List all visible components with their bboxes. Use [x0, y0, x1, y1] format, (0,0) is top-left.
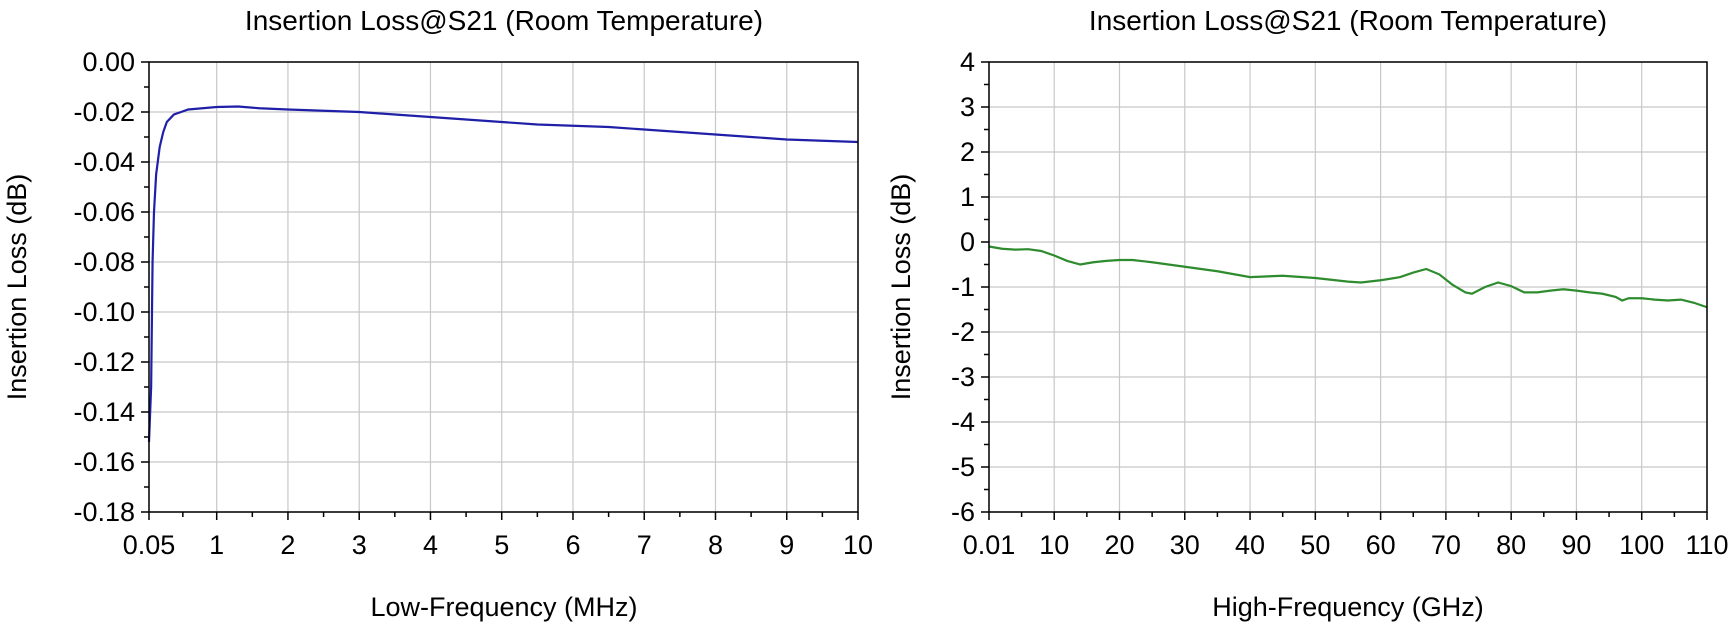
chart-title: Insertion Loss@S21 (Room Temperature) — [1089, 5, 1607, 36]
grid — [148, 61, 859, 513]
y-tick-label: 1 — [960, 182, 975, 212]
y-tick-label: 2 — [960, 137, 975, 167]
y-tick-label: -0.14 — [73, 397, 135, 427]
chart-title: Insertion Loss@S21 (Room Temperature) — [245, 5, 763, 36]
x-tick-label: 9 — [779, 530, 794, 560]
y-tick-label: -0.18 — [73, 497, 135, 527]
y-tick-label: -0.06 — [73, 197, 135, 227]
x-tick-label: 80 — [1496, 530, 1526, 560]
y-tick-label: -4 — [951, 407, 975, 437]
x-tick-label: 60 — [1366, 530, 1396, 560]
x-tick-label: 50 — [1300, 530, 1330, 560]
x-tick-label: 10 — [843, 530, 873, 560]
y-tick-label: 0 — [960, 227, 975, 257]
y-tick-label: -0.02 — [73, 97, 135, 127]
y-tick-label: -2 — [951, 317, 975, 347]
x-tick-label: 90 — [1561, 530, 1591, 560]
grid — [988, 61, 1708, 513]
y-tick-label: -0.04 — [73, 147, 135, 177]
x-tick-label: 20 — [1104, 530, 1134, 560]
y-axis-label: Insertion Loss (dB) — [2, 174, 32, 401]
y-tick-label: -6 — [951, 497, 975, 527]
x-tick-label: 70 — [1431, 530, 1461, 560]
x-tick-label: 0.01 — [963, 530, 1016, 560]
x-tick-label: 30 — [1170, 530, 1200, 560]
y-tick-label: -0.10 — [73, 297, 135, 327]
y-tick-label: 0.00 — [82, 47, 135, 77]
x-tick-label: 100 — [1619, 530, 1664, 560]
x-tick-label: 1 — [209, 530, 224, 560]
x-tick-label: 7 — [637, 530, 652, 560]
plot-frame — [988, 61, 1708, 513]
plot-frame — [148, 61, 859, 513]
y-tick-label: -0.12 — [73, 347, 135, 377]
x-tick-label: 5 — [494, 530, 509, 560]
x-ticks: 0.05 1 2 3 4 5 6 7 8 9 10 — [123, 512, 873, 560]
y-tick-label: -5 — [951, 452, 975, 482]
x-tick-label: 4 — [423, 530, 438, 560]
x-tick-label: 10 — [1039, 530, 1069, 560]
y-tick-label: 4 — [960, 47, 975, 77]
x-tick-label: 2 — [280, 530, 295, 560]
y-tick-label: -3 — [951, 362, 975, 392]
y-axis-label: Insertion Loss (dB) — [886, 174, 916, 401]
y-tick-label: -0.08 — [73, 247, 135, 277]
y-tick-label: 3 — [960, 92, 975, 122]
x-tick-label: 40 — [1235, 530, 1265, 560]
x-axis-label: Low-Frequency (MHz) — [370, 592, 637, 622]
x-ticks: 0.01 10 20 30 40 50 60 70 80 90 100 110 — [963, 512, 1729, 560]
y-ticks: 4 3 2 1 0 -1 -2 -3 -4 -5 -6 — [951, 47, 989, 527]
x-axis-label: High-Frequency (GHz) — [1212, 592, 1484, 622]
x-tick-label: 6 — [565, 530, 580, 560]
x-tick-label: 8 — [708, 530, 723, 560]
chart-high-frequency: Insertion Loss@S21 (Room Temperature) 4 3… — [886, 5, 1729, 622]
x-tick-label: 110 — [1685, 530, 1728, 560]
y-tick-label: -1 — [951, 272, 975, 302]
y-ticks: 0.00 -0.02 -0.04 -0.06 -0.08 -0.10 -0.12 -0.14 -… — [73, 47, 149, 527]
x-tick-label: 3 — [352, 530, 367, 560]
series-line — [147, 105, 859, 443]
chart-low-frequency: Insertion Loss@S21 (Room Temperature) 0.… — [2, 5, 873, 622]
y-tick-label: -0.16 — [73, 447, 135, 477]
series-line — [988, 245, 1708, 309]
x-tick-label: 0.05 — [123, 530, 176, 560]
